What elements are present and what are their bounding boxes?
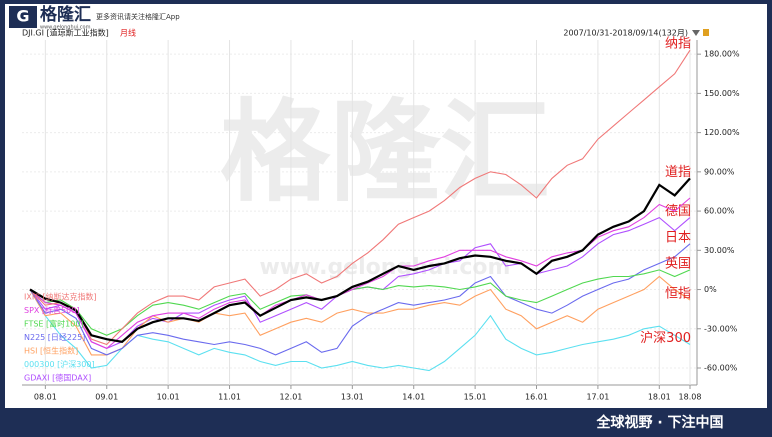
x-tick-label: 11.01 <box>218 393 241 402</box>
watermark: 格隆汇 <box>220 88 550 216</box>
panel <box>5 4 767 408</box>
series-line <box>29 177 691 343</box>
x-tick-label: 10.01 <box>157 393 180 402</box>
logo-letter: G <box>16 7 29 26</box>
x-tick-label: 09.01 <box>95 393 118 402</box>
series-line <box>29 289 691 372</box>
x-tick-label: 16.01 <box>525 393 548 402</box>
banner-bg <box>560 412 760 434</box>
chart-title: DJI.GI [道琼斯工业指数] <box>22 28 109 38</box>
end-label: 英国 <box>665 256 691 271</box>
logo-text: 格隆汇 <box>40 4 91 25</box>
y-tick-label: 0% <box>704 285 717 294</box>
slogan: 更多资讯请关注格隆汇App <box>96 12 180 21</box>
y-tick-label: 30.00% <box>704 246 735 255</box>
x-tick-label: 13.01 <box>341 393 364 402</box>
x-tick-label: 18.01 <box>648 393 671 402</box>
end-label: 日本 <box>665 230 691 245</box>
logo-mark <box>9 6 37 28</box>
legend-entry: 000300 [沪深300] <box>24 359 95 369</box>
y-tick-label: 60.00% <box>704 207 735 216</box>
legend-entry: FTSE [富时100] <box>24 319 84 329</box>
x-tick-label: 08.01 <box>34 393 57 402</box>
legend-entry: GDAXI [德国DAX] <box>24 373 91 383</box>
series-line <box>29 269 691 336</box>
logo-site: www.gelonghui.com <box>40 25 91 31</box>
y-tick-label: 120.00% <box>704 128 740 137</box>
legend-entry: SPX [标普500] <box>24 305 79 315</box>
plot: 格隆汇 www.gelonghui.com 180.00% 150.00% 120.00… <box>22 37 740 402</box>
y-tick-label: 150.00% <box>704 89 740 98</box>
y-tick-label: 180.00% <box>704 50 740 59</box>
legend-entry: IXIC [纳斯达克指数] <box>24 292 97 302</box>
chart-subtitle: 月线 <box>120 28 136 38</box>
x-tick-label: 18.08 <box>679 393 702 402</box>
watermark-site: www.gelonghui.com <box>260 255 511 280</box>
banner: 全球视野 · 下注中国 <box>595 414 723 431</box>
range-label: 2007/10/31-2018/09/14(132月) <box>563 29 688 38</box>
legend-entry: N225 [日经225] <box>24 332 85 342</box>
x-tick-label: 14.01 <box>402 393 425 402</box>
dropdown-icon[interactable] <box>692 30 700 36</box>
x-tick-label: 12.01 <box>279 393 302 402</box>
series-line <box>29 243 691 356</box>
x-tick-label: 17.01 <box>586 393 609 402</box>
end-label: 沪深300 <box>640 330 691 346</box>
y-tick-label: 90.00% <box>704 167 735 176</box>
end-label: 道指 <box>665 165 691 180</box>
x-tick-label: 15.01 <box>464 393 487 402</box>
end-label: 纳指 <box>665 37 691 52</box>
lock-icon[interactable] <box>703 29 709 36</box>
y-tick-label: -60.00% <box>704 364 738 373</box>
legend-entry: HSI [恒生指数] <box>24 346 78 356</box>
end-label: 德国 <box>665 204 691 219</box>
series-line <box>29 49 691 346</box>
y-tick-label: -30.00% <box>704 324 738 333</box>
end-label: 恒指 <box>665 287 691 302</box>
